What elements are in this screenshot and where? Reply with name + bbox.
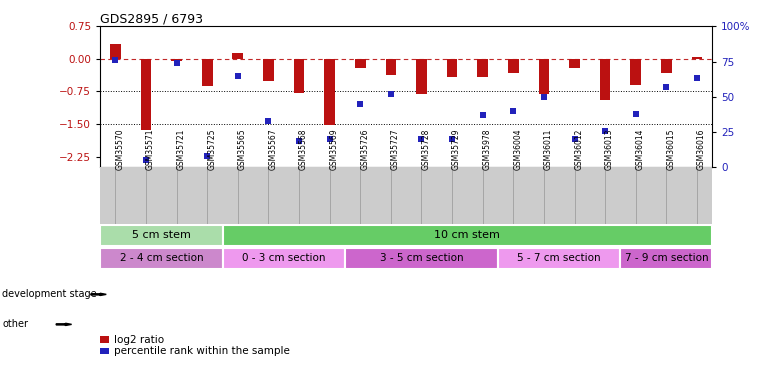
Point [537,94,550,100]
Bar [498,248,621,269]
Text: GSM35567: GSM35567 [269,129,277,170]
Bar [631,59,641,85]
Point [170,60,182,66]
Point [507,108,520,114]
Bar [100,225,223,246]
Text: GSM35721: GSM35721 [176,129,186,170]
Bar [202,59,213,86]
Text: GSM36012: GSM36012 [574,129,584,170]
Text: GSM35727: GSM35727 [391,129,400,170]
Text: GSM35569: GSM35569 [330,129,339,170]
Text: GSM35725: GSM35725 [207,129,216,170]
Bar [691,57,702,59]
Text: GSM35570: GSM35570 [116,129,125,170]
Text: other: other [2,320,28,329]
Text: log2 ratio: log2 ratio [114,335,164,345]
Point [415,136,427,142]
Text: GSM36014: GSM36014 [636,129,644,170]
Point [691,75,703,81]
Bar [355,59,366,68]
Text: GSM35568: GSM35568 [299,129,308,170]
Bar [345,248,498,269]
Text: 5 cm stem: 5 cm stem [132,230,191,240]
Point [385,91,397,97]
Text: 3 - 5 cm section: 3 - 5 cm section [380,253,464,263]
Point [109,57,122,63]
Point [446,136,458,142]
Bar [538,59,549,94]
Text: percentile rank within the sample: percentile rank within the sample [114,346,290,356]
Point [599,128,611,134]
Text: 0 - 3 cm section: 0 - 3 cm section [242,253,326,263]
Point [232,73,244,79]
Bar [141,59,152,130]
Point [263,118,275,124]
Bar [110,44,121,59]
Bar [223,225,712,246]
Point [660,84,672,90]
Text: GSM36016: GSM36016 [697,129,706,170]
Bar [100,248,223,269]
Bar [621,248,712,269]
Text: GSM35726: GSM35726 [360,129,370,170]
Point [477,112,489,118]
Text: GSM35571: GSM35571 [146,129,155,170]
Bar [386,59,397,75]
Text: 10 cm stem: 10 cm stem [434,230,500,240]
Point [140,158,152,164]
Point [201,153,213,159]
Text: GSM36004: GSM36004 [514,129,522,170]
Point [293,138,305,144]
Bar [477,59,488,77]
Text: GSM35729: GSM35729 [452,129,461,170]
Text: 5 - 7 cm section: 5 - 7 cm section [517,253,601,263]
Text: GSM35978: GSM35978 [483,129,492,170]
Bar [293,59,304,93]
Bar [171,59,182,60]
Point [323,136,336,142]
Text: GSM36013: GSM36013 [605,129,614,170]
Bar [263,59,274,81]
Point [354,101,367,107]
Bar [447,59,457,77]
Bar [508,59,519,73]
Bar [416,59,427,93]
Text: GSM35565: GSM35565 [238,129,247,170]
Text: 7 - 9 cm section: 7 - 9 cm section [624,253,708,263]
Text: development stage: development stage [2,290,97,299]
Text: GSM36015: GSM36015 [666,129,675,170]
Bar [324,59,335,125]
Bar [223,248,345,269]
Bar [233,53,243,59]
Text: 2 - 4 cm section: 2 - 4 cm section [119,253,203,263]
Text: GSM36011: GSM36011 [544,129,553,170]
Bar [661,59,671,73]
Bar [569,59,580,68]
Text: GSM35728: GSM35728 [421,129,430,170]
Point [568,136,581,142]
Text: GDS2895 / 6793: GDS2895 / 6793 [100,12,203,25]
Bar [600,59,611,100]
Point [630,111,642,117]
